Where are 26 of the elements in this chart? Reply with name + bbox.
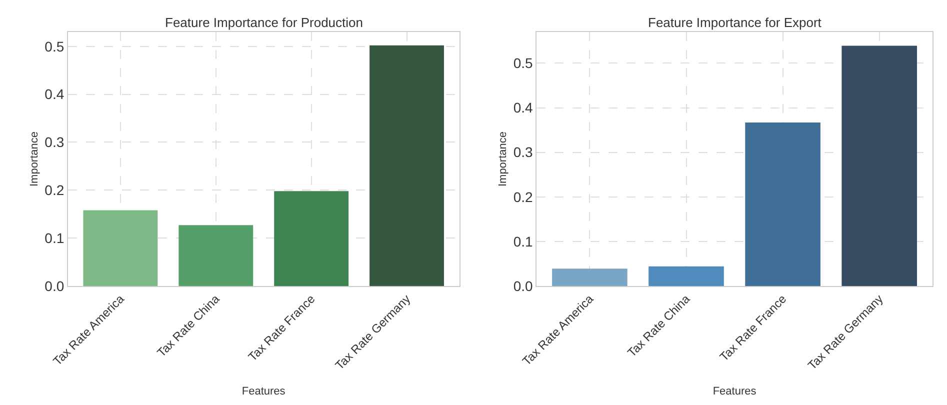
y-tick-label: 0.1 bbox=[44, 230, 64, 246]
y-tick-label: 0.4 bbox=[44, 86, 64, 102]
bar bbox=[842, 46, 917, 286]
y-tick-label: 0.3 bbox=[44, 134, 64, 150]
bar bbox=[83, 210, 158, 286]
y-tick-label: 0.4 bbox=[513, 100, 534, 116]
bar bbox=[648, 266, 724, 286]
bar bbox=[370, 45, 444, 286]
x-axis-title: Features bbox=[712, 386, 757, 398]
y-tick-label: 0.1 bbox=[513, 233, 534, 250]
y-tick-label: 0.0 bbox=[513, 278, 534, 294]
chart-title: Feature Importance for Export bbox=[648, 15, 822, 30]
bar bbox=[178, 225, 254, 286]
y-tick-label: 0.5 bbox=[44, 38, 64, 54]
bar bbox=[274, 191, 349, 286]
y-axis-title: Importance bbox=[496, 131, 509, 187]
y-tick-label: 0.5 bbox=[513, 55, 534, 72]
y-tick-label: 0.2 bbox=[44, 182, 64, 198]
y-tick-label: 0.3 bbox=[513, 144, 534, 160]
y-axis-title: Importance bbox=[28, 131, 40, 187]
chart-title: Feature Importance for Production bbox=[165, 15, 363, 30]
y-tick-label: 0.0 bbox=[44, 278, 64, 294]
x-axis-title: Features bbox=[242, 386, 286, 398]
y-tick-label: 0.2 bbox=[513, 188, 534, 205]
bar bbox=[552, 268, 628, 286]
bar bbox=[745, 122, 820, 286]
